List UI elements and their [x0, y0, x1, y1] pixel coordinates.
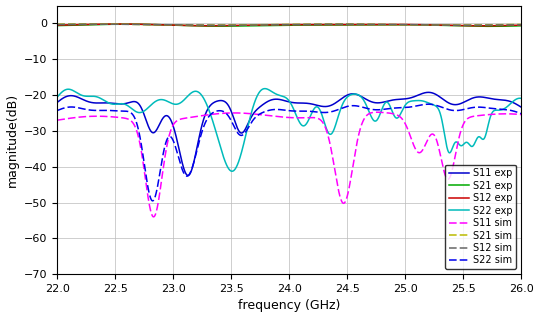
S21 exp: [78, 23, 84, 27]
S12 sim: [505, 23, 512, 27]
S22 sim: [149, 199, 156, 203]
S11 exp: [54, 100, 60, 104]
S11 sim: [150, 215, 157, 219]
S21 exp: [486, 24, 493, 28]
S22 exp: [420, 99, 426, 103]
S22 sim: [425, 102, 432, 106]
S21 exp: [54, 24, 60, 28]
S11 sim: [420, 148, 426, 151]
S12 sim: [420, 23, 426, 27]
S12 sim: [78, 22, 84, 26]
S22 exp: [78, 93, 84, 97]
S22 exp: [229, 169, 235, 173]
S22 exp: [268, 89, 274, 93]
S21 exp: [122, 22, 128, 26]
S21 sim: [518, 23, 524, 26]
S21 exp: [419, 23, 426, 27]
S12 exp: [419, 23, 426, 27]
X-axis label: frequency (GHz): frequency (GHz): [238, 300, 341, 313]
S21 sim: [420, 23, 426, 27]
S22 sim: [54, 108, 60, 112]
S22 exp: [280, 94, 287, 98]
S11 sim: [505, 112, 512, 116]
S12 sim: [280, 23, 286, 27]
S22 sim: [267, 108, 274, 112]
Y-axis label: magnitude(dB): magnitude(dB): [5, 93, 18, 187]
S21 sim: [54, 22, 60, 26]
S22 exp: [505, 104, 511, 108]
Legend: S11 exp, S21 exp, S12 exp, S22 exp, S11 sim, S21 sim, S12 sim, S22 sim: S11 exp, S21 exp, S12 exp, S22 exp, S11 …: [445, 164, 516, 269]
S12 sim: [54, 23, 60, 26]
S21 exp: [505, 24, 511, 28]
S12 sim: [505, 23, 511, 27]
S12 exp: [505, 24, 511, 27]
S11 sim: [267, 114, 274, 118]
S21 sim: [78, 22, 84, 26]
S21 exp: [505, 24, 512, 28]
S21 exp: [518, 24, 524, 28]
Line: S12 exp: S12 exp: [57, 24, 521, 26]
S12 sim: [267, 23, 274, 27]
S11 exp: [505, 99, 512, 103]
S22 exp: [54, 95, 60, 99]
S11 exp: [267, 98, 274, 102]
S12 exp: [505, 24, 512, 27]
S22 exp: [262, 87, 268, 91]
S11 sim: [280, 115, 286, 119]
S11 exp: [185, 174, 191, 177]
S22 sim: [78, 107, 84, 110]
S12 exp: [54, 23, 60, 27]
S12 exp: [518, 23, 524, 27]
S22 exp: [518, 96, 524, 100]
S12 exp: [115, 22, 122, 26]
S22 sim: [518, 112, 524, 115]
S11 sim: [54, 118, 60, 122]
S22 sim: [419, 103, 426, 107]
S12 exp: [280, 23, 286, 27]
S22 exp: [505, 104, 512, 108]
S21 sim: [280, 23, 286, 26]
S11 sim: [505, 112, 511, 116]
S12 sim: [217, 23, 224, 27]
S11 exp: [505, 99, 511, 103]
Line: S22 sim: S22 sim: [57, 104, 521, 201]
Line: S21 exp: S21 exp: [57, 24, 521, 26]
S11 sim: [374, 110, 380, 114]
S21 sim: [505, 23, 511, 26]
S21 exp: [280, 23, 286, 27]
S22 sim: [505, 108, 512, 112]
Line: S11 sim: S11 sim: [57, 112, 521, 217]
S11 sim: [518, 113, 524, 116]
S21 sim: [205, 23, 212, 27]
S12 exp: [78, 23, 84, 26]
S12 sim: [338, 22, 345, 26]
Line: S11 exp: S11 exp: [57, 92, 521, 176]
S11 sim: [78, 115, 84, 119]
S12 exp: [480, 24, 486, 28]
S22 sim: [505, 108, 511, 112]
S12 exp: [267, 23, 274, 27]
Line: S22 exp: S22 exp: [57, 89, 521, 171]
S22 sim: [280, 108, 286, 112]
S11 exp: [419, 92, 426, 95]
S21 sim: [327, 22, 333, 26]
Line: S12 sim: S12 sim: [57, 24, 521, 25]
S12 sim: [518, 23, 524, 27]
S11 exp: [78, 97, 84, 100]
S11 exp: [425, 90, 432, 94]
S21 exp: [267, 24, 274, 27]
S11 exp: [280, 98, 286, 102]
S21 sim: [267, 23, 274, 26]
S21 sim: [505, 23, 512, 26]
Line: S21 sim: S21 sim: [57, 24, 521, 25]
S11 exp: [518, 105, 524, 109]
